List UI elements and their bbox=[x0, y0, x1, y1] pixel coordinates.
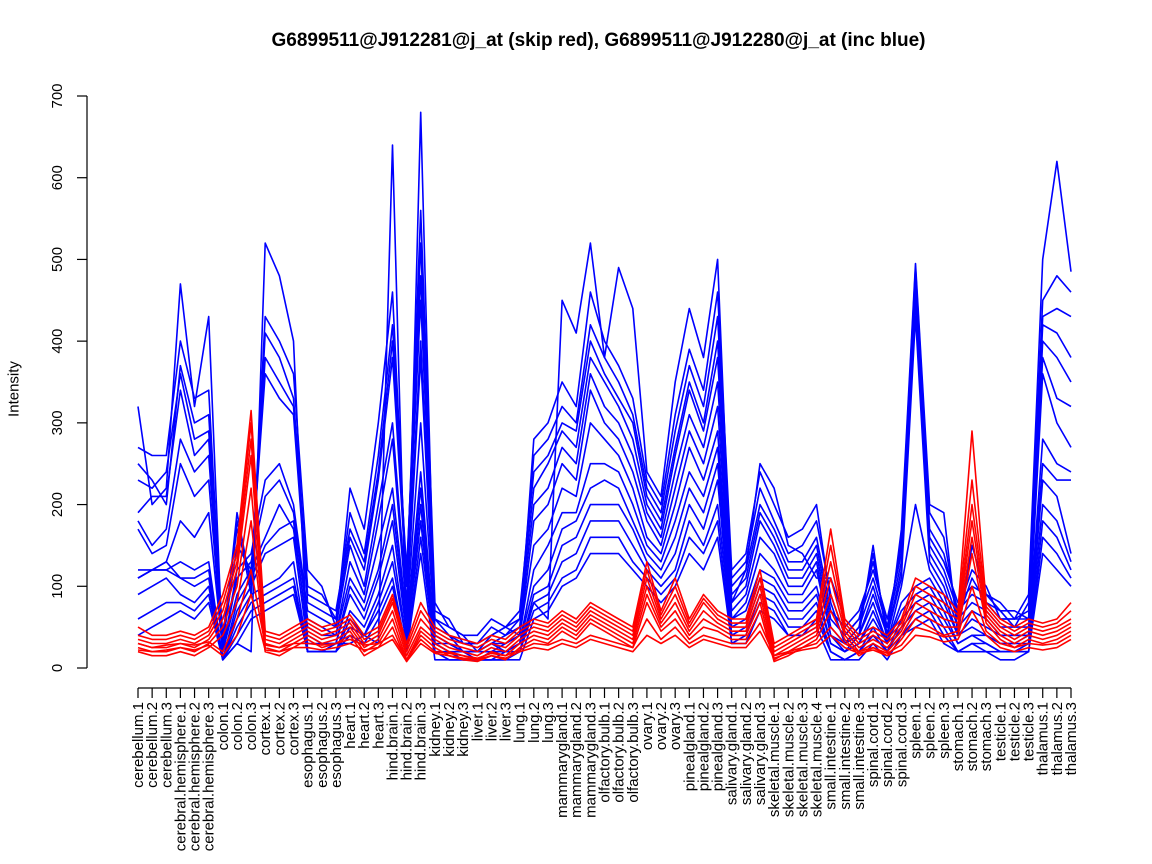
x-tick-label: cortex.3 bbox=[286, 702, 303, 755]
series-line-skip bbox=[137, 409, 1072, 645]
series-line-inc bbox=[137, 111, 1072, 661]
series-line-inc bbox=[137, 274, 1072, 637]
y-tick-label: 700 bbox=[49, 83, 66, 108]
x-tick-label: esophagus.2 bbox=[314, 702, 331, 788]
x-tick-label: ovary.3 bbox=[667, 702, 684, 750]
x-tick-label: cortex.2 bbox=[271, 702, 288, 755]
x-tick-label: salivary.gland.1 bbox=[724, 702, 741, 805]
x-tick-label: olfactory.bulb.3 bbox=[625, 702, 642, 803]
x-tick-label: esophagus.3 bbox=[328, 702, 345, 788]
x-tick-label: olfactory.bulb.1 bbox=[597, 702, 614, 803]
series-line-skip bbox=[137, 454, 1072, 657]
x-tick-label: kidney.3 bbox=[455, 702, 472, 757]
x-tick-label: skeletal.muscle.4 bbox=[809, 702, 826, 817]
x-tick-label: heart.3 bbox=[370, 702, 387, 749]
series-line-inc bbox=[137, 209, 1072, 653]
x-tick-label: small.intestine.1 bbox=[823, 702, 840, 810]
x-tick-label: skeletal.muscle.1 bbox=[766, 702, 783, 817]
x-tick-label: cerebral.hemisphere.3 bbox=[201, 702, 218, 851]
x-tick-label: liver.3 bbox=[498, 702, 515, 741]
y-tick-label: 200 bbox=[49, 492, 66, 517]
x-tick-label: colon.1 bbox=[215, 702, 232, 750]
y-tick-label: 600 bbox=[49, 165, 66, 190]
x-tick-label: colon.2 bbox=[229, 702, 246, 750]
x-tick-label: colon.3 bbox=[243, 702, 260, 750]
x-tick-label: cerebellum.1 bbox=[130, 702, 147, 788]
series-layer bbox=[137, 111, 1072, 663]
x-tick-label: liver.2 bbox=[483, 702, 500, 741]
x-tick-label: olfactory.bulb.2 bbox=[611, 702, 628, 803]
x-tick-label: testicle.1 bbox=[992, 702, 1009, 761]
x-tick-label: mammarygland.1 bbox=[554, 702, 571, 818]
y-tick-label: 400 bbox=[49, 329, 66, 354]
x-tick-label: stomach.2 bbox=[964, 702, 981, 771]
chart-title: G6899511@J912281@j_at (skip red), G68995… bbox=[271, 30, 926, 51]
x-tick-label: pinealgland.3 bbox=[710, 702, 727, 791]
x-tick-label: testicle.3 bbox=[1021, 702, 1038, 761]
y-axis: 0 100 200 300 400 500 600 700 bbox=[49, 83, 88, 672]
x-tick-label: spinal.cord.3 bbox=[893, 702, 910, 787]
x-tick-label: thalamus.1 bbox=[1035, 702, 1052, 775]
x-tick-label: salivary.gland.3 bbox=[752, 702, 769, 805]
series-line-inc bbox=[137, 503, 1072, 661]
x-tick-label: spinal.cord.1 bbox=[865, 702, 882, 787]
x-tick-label: mammarygland.2 bbox=[568, 702, 585, 818]
y-tick-label: 100 bbox=[49, 574, 66, 599]
x-tick-label: hind.brain.3 bbox=[413, 702, 430, 780]
y-axis-label: Intensity bbox=[5, 361, 23, 417]
x-tick-label: pinealgland.1 bbox=[681, 702, 698, 791]
y-tick-label: 500 bbox=[49, 247, 66, 272]
x-tick-label: thalamus.3 bbox=[1063, 702, 1080, 775]
x-tick-label: spinal.cord.2 bbox=[879, 702, 896, 787]
x-tick-label: kidney.2 bbox=[441, 702, 458, 757]
x-tick-label: kidney.1 bbox=[427, 702, 444, 757]
x-tick-label: esophagus.1 bbox=[300, 702, 317, 788]
x-axis: cerebellum.1cerebellum.2cerebellum.3cere… bbox=[130, 687, 1080, 851]
x-tick-label: testicle.2 bbox=[1006, 702, 1023, 761]
y-tick-label: 300 bbox=[49, 410, 66, 435]
x-tick-label: small.intestine.3 bbox=[851, 702, 868, 810]
series-line-inc bbox=[137, 242, 1072, 645]
series-line-inc bbox=[137, 315, 1072, 653]
x-tick-label: heart.1 bbox=[342, 702, 359, 749]
x-tick-label: cortex.1 bbox=[257, 702, 274, 755]
series-line-skip bbox=[137, 569, 1072, 661]
series-line-inc bbox=[137, 291, 1072, 645]
x-tick-label: heart.2 bbox=[356, 702, 373, 749]
x-tick-label: lung.3 bbox=[540, 702, 557, 743]
x-tick-label: cerebellum.3 bbox=[158, 702, 175, 788]
x-tick-label: hind.brain.1 bbox=[384, 702, 401, 780]
y-tick-label: 0 bbox=[49, 664, 66, 672]
series-line-skip bbox=[137, 593, 1072, 663]
x-tick-label: spleen.1 bbox=[908, 702, 925, 759]
series-line-skip bbox=[137, 422, 1072, 649]
x-tick-label: mammarygland.3 bbox=[582, 702, 599, 818]
series-line-skip bbox=[137, 520, 1072, 663]
x-tick-label: pinealgland.2 bbox=[695, 702, 712, 791]
series-line-inc bbox=[137, 299, 1072, 653]
x-tick-label: cerebral.hemisphere.1 bbox=[172, 702, 189, 851]
x-tick-label: cerebral.hemisphere.2 bbox=[187, 702, 204, 851]
x-tick-label: stomach.1 bbox=[950, 702, 967, 771]
x-tick-label: stomach.3 bbox=[978, 702, 995, 771]
x-tick-label: liver.1 bbox=[469, 702, 486, 741]
x-tick-label: skeletal.muscle.2 bbox=[780, 702, 797, 817]
x-tick-label: lung.2 bbox=[526, 702, 543, 743]
x-tick-label: thalamus.2 bbox=[1049, 702, 1066, 775]
x-tick-label: skeletal.muscle.3 bbox=[794, 702, 811, 817]
x-tick-label: lung.1 bbox=[512, 702, 529, 743]
x-tick-label: small.intestine.2 bbox=[837, 702, 854, 810]
series-line-inc bbox=[137, 422, 1072, 653]
series-line-skip bbox=[137, 438, 1072, 653]
x-tick-label: salivary.gland.2 bbox=[738, 702, 755, 805]
x-tick-label: spleen.3 bbox=[936, 702, 953, 759]
x-tick-label: ovary.1 bbox=[639, 702, 656, 750]
x-tick-label: hind.brain.2 bbox=[399, 702, 416, 780]
x-tick-label: spleen.2 bbox=[922, 702, 939, 759]
x-tick-label: cerebellum.2 bbox=[144, 702, 161, 788]
x-tick-label: ovary.2 bbox=[653, 702, 670, 750]
